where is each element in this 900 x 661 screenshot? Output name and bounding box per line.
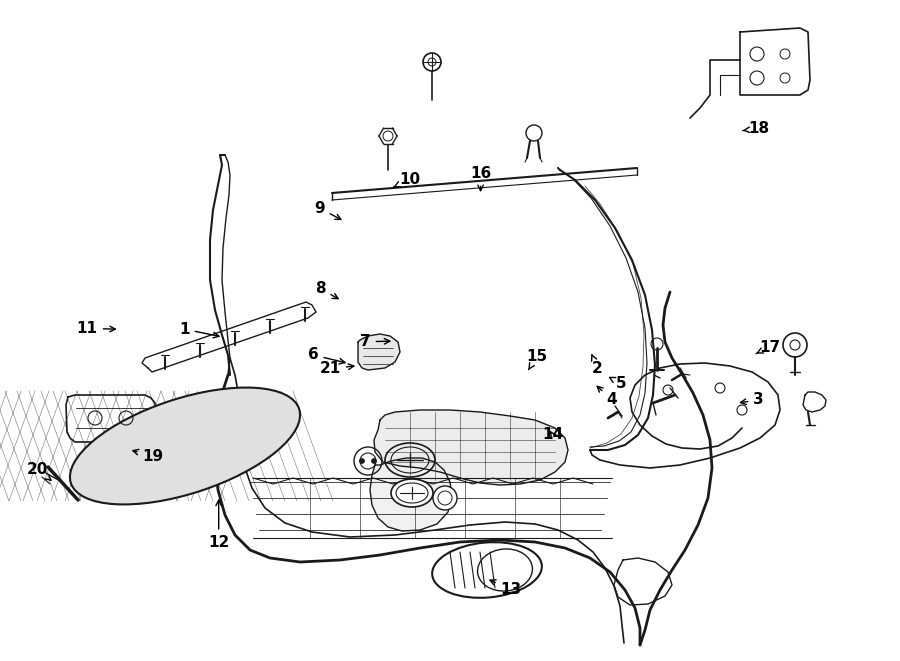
Text: 14: 14 <box>542 428 563 442</box>
Text: 20: 20 <box>27 462 51 481</box>
Text: 1: 1 <box>179 322 219 338</box>
Circle shape <box>372 459 376 463</box>
Text: 8: 8 <box>315 282 338 299</box>
Text: 3: 3 <box>741 393 764 407</box>
Text: 6: 6 <box>308 348 345 364</box>
Circle shape <box>433 486 457 510</box>
Text: 11: 11 <box>76 321 115 336</box>
Polygon shape <box>358 334 400 370</box>
Text: 2: 2 <box>591 355 603 375</box>
Text: 16: 16 <box>470 166 491 190</box>
Polygon shape <box>66 395 156 442</box>
Ellipse shape <box>70 387 300 504</box>
Text: 15: 15 <box>526 350 547 369</box>
Text: 17: 17 <box>756 340 780 354</box>
Text: 9: 9 <box>314 201 341 219</box>
Text: 4: 4 <box>598 386 617 407</box>
Text: 13: 13 <box>490 580 522 597</box>
Polygon shape <box>740 28 810 95</box>
Text: 19: 19 <box>133 449 164 463</box>
Text: 18: 18 <box>742 122 770 136</box>
Polygon shape <box>142 302 316 372</box>
Polygon shape <box>374 410 568 485</box>
Text: 5: 5 <box>609 376 626 391</box>
Polygon shape <box>370 458 452 531</box>
Text: 12: 12 <box>208 500 230 549</box>
Circle shape <box>359 459 364 463</box>
Ellipse shape <box>391 479 433 507</box>
Text: 21: 21 <box>320 362 354 376</box>
Text: 10: 10 <box>393 173 420 187</box>
Text: 7: 7 <box>360 334 390 349</box>
